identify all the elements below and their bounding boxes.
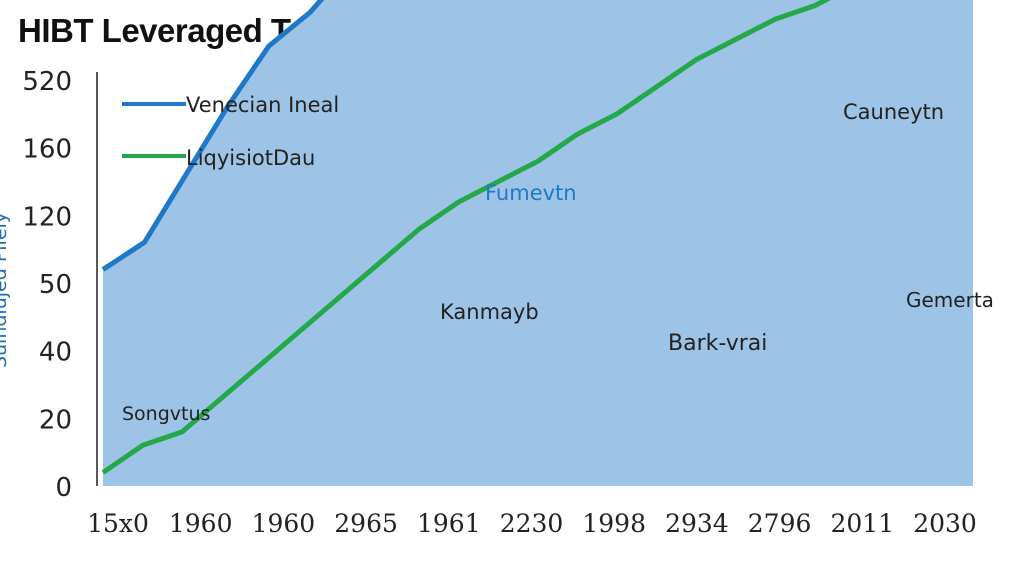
x-tick-label: 2030 bbox=[913, 509, 977, 538]
x-tick-label: 2011 bbox=[830, 509, 894, 538]
annotation-label: Songvtus bbox=[122, 403, 210, 425]
legend-item-2-label: LiqyisiotDau bbox=[186, 146, 315, 170]
annotation-label: Bark-vrai bbox=[668, 331, 767, 356]
y-tick-label: 120 bbox=[22, 202, 72, 232]
annotation-label: Cauneytn bbox=[843, 100, 944, 124]
series-line-2 bbox=[101, 0, 832, 475]
area-fill bbox=[103, 0, 973, 486]
y-tick-label: 160 bbox=[22, 135, 72, 165]
y-tick-label: 0 bbox=[55, 473, 72, 503]
y-tick-label: 50 bbox=[39, 270, 72, 300]
x-tick-label: 1960 bbox=[169, 509, 233, 538]
x-tick-label: 2796 bbox=[748, 509, 812, 538]
y-tick-label: 40 bbox=[39, 338, 72, 368]
annotation-label: Kanmayb bbox=[440, 300, 539, 324]
x-tick-label: 15x0 bbox=[87, 509, 149, 538]
x-tick-label: 1960 bbox=[252, 509, 316, 538]
annotation-label: Fumevtn bbox=[485, 181, 577, 205]
x-tick-label: 2934 bbox=[665, 509, 729, 538]
annotation-label: Gemerta bbox=[906, 288, 994, 312]
legend-item-1-label: Venecian Ineal bbox=[186, 93, 339, 117]
x-tick-label: 1998 bbox=[582, 509, 646, 538]
y-tick-label: 20 bbox=[39, 405, 72, 435]
x-tick-label: 1961 bbox=[417, 509, 481, 538]
series-line-1 bbox=[101, 0, 325, 272]
x-tick-label: 2965 bbox=[334, 509, 398, 538]
y-tick-label: 520 bbox=[22, 67, 72, 97]
x-tick-label: 2230 bbox=[500, 509, 564, 538]
